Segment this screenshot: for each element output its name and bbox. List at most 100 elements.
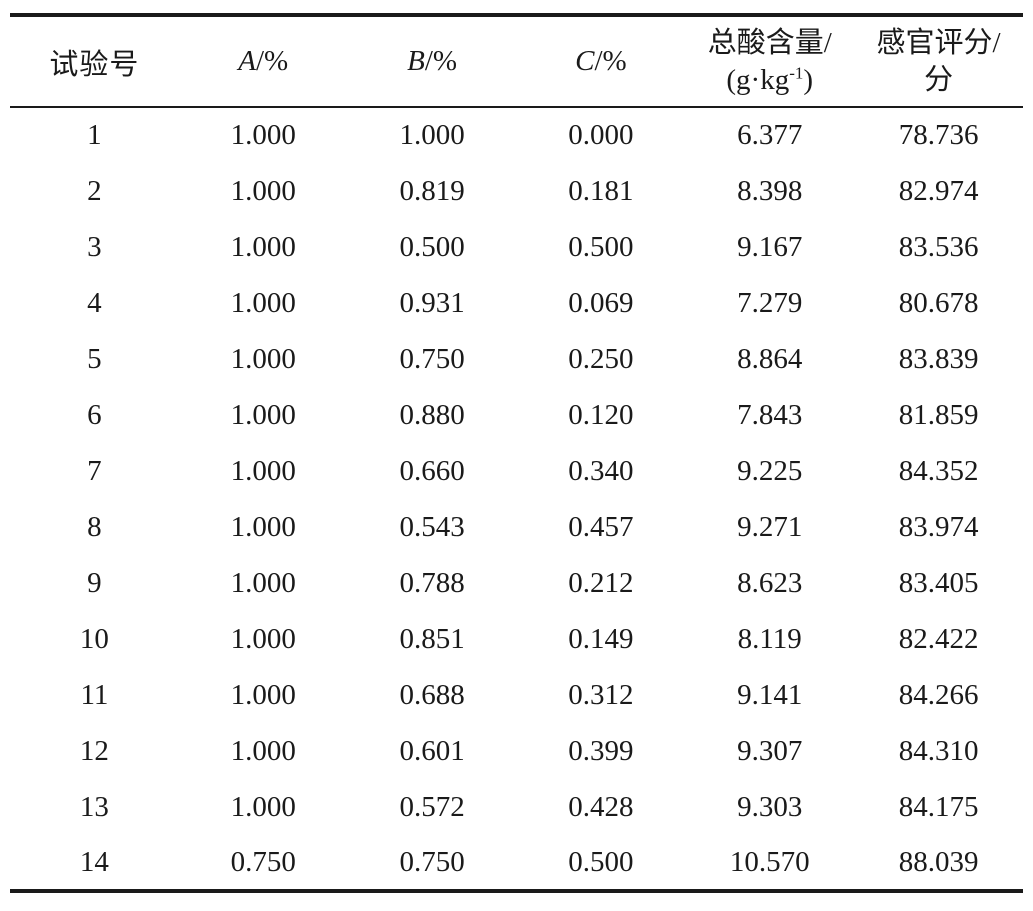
cell-trial: 3 xyxy=(87,230,102,263)
factor-c-unit: /% xyxy=(594,45,627,77)
col-header-trial-number: 试验号 xyxy=(49,48,140,81)
cell-c: 0.000 xyxy=(568,119,634,151)
cell-b: 0.500 xyxy=(399,230,465,263)
cell-b: 0.750 xyxy=(399,342,465,375)
cell-score: 82.974 xyxy=(898,174,979,207)
cell-trial: 7 xyxy=(87,454,102,487)
table-row: 1 1.000 1.000 0.000 6.377 78.736 xyxy=(10,107,1023,163)
total-acid-unit: (g·kg-1) xyxy=(685,62,854,98)
cell-acid: 10.570 xyxy=(729,845,810,878)
cell-trial: 14 xyxy=(79,845,109,878)
cell-score: 83.405 xyxy=(898,566,979,599)
cell-c: 0.340 xyxy=(568,454,634,487)
cell-trial: 4 xyxy=(87,286,102,319)
cell-acid: 9.167 xyxy=(737,230,803,263)
cell-acid: 7.843 xyxy=(737,398,803,431)
cell-trial: 8 xyxy=(87,510,102,543)
table-row: 11 1.000 0.688 0.312 9.141 84.266 xyxy=(10,667,1023,723)
cell-acid: 6.377 xyxy=(737,119,803,151)
cell-trial: 2 xyxy=(87,174,102,207)
cell-b: 1.000 xyxy=(399,119,465,151)
table-row: 5 1.000 0.750 0.250 8.864 83.839 xyxy=(10,331,1023,387)
table-row: 14 0.750 0.750 0.500 10.570 88.039 xyxy=(10,835,1023,891)
cell-trial: 10 xyxy=(79,622,109,655)
col-header-sensory-score: 感官评分/ 分 xyxy=(854,15,1023,107)
cell-trial: 11 xyxy=(80,678,109,711)
factor-b-symbol: B xyxy=(407,45,425,77)
sensory-score-unit: 分 xyxy=(924,63,954,96)
table-body: 1 1.000 1.000 0.000 6.377 78.736 2 1.000… xyxy=(10,107,1023,891)
col-header-total-acid: 总酸含量/ (g·kg-1) xyxy=(685,15,854,107)
cell-b: 0.660 xyxy=(399,454,465,487)
cell-trial: 12 xyxy=(79,734,109,767)
cell-a: 1.000 xyxy=(230,622,296,655)
table-header: 试验号 A/% B/% C/% 总酸含量/ (g·kg-1) 感官评分/ 分 xyxy=(10,15,1023,107)
cell-acid: 8.864 xyxy=(737,342,803,375)
cell-score: 84.310 xyxy=(898,734,979,767)
cell-c: 0.120 xyxy=(568,398,634,431)
factor-a-unit: /% xyxy=(255,45,289,77)
cell-trial: 13 xyxy=(79,790,109,823)
table-row: 7 1.000 0.660 0.340 9.225 84.352 xyxy=(10,443,1023,499)
cell-trial: 9 xyxy=(87,566,102,599)
cell-acid: 9.303 xyxy=(737,790,803,823)
cell-c: 0.250 xyxy=(568,342,634,375)
cell-b: 0.688 xyxy=(399,678,465,711)
cell-c: 0.500 xyxy=(568,845,634,878)
cell-c: 0.399 xyxy=(568,734,634,767)
cell-a: 1.000 xyxy=(230,286,296,319)
cell-c: 0.149 xyxy=(568,622,634,655)
cell-acid: 9.141 xyxy=(737,678,803,711)
table-row: 4 1.000 0.931 0.069 7.279 80.678 xyxy=(10,275,1023,331)
factor-b-unit: /% xyxy=(424,45,458,77)
cell-a: 1.000 xyxy=(230,510,296,543)
cell-c: 0.428 xyxy=(568,790,634,823)
cell-a: 1.000 xyxy=(230,790,296,823)
sensory-score-label: 感官评分/ xyxy=(876,27,1001,60)
cell-b: 0.788 xyxy=(399,566,465,599)
cell-a: 1.000 xyxy=(230,342,296,375)
cell-a: 1.000 xyxy=(230,119,296,151)
cell-b: 0.931 xyxy=(399,286,465,319)
cell-trial: 1 xyxy=(87,119,102,151)
cell-score: 84.266 xyxy=(898,678,979,711)
cell-a: 0.750 xyxy=(230,845,296,878)
cell-acid: 9.307 xyxy=(737,734,803,767)
cell-score: 83.536 xyxy=(898,230,979,263)
cell-b: 0.601 xyxy=(399,734,465,767)
table-row: 6 1.000 0.880 0.120 7.843 81.859 xyxy=(10,387,1023,443)
cell-score: 84.175 xyxy=(898,790,979,823)
cell-trial: 5 xyxy=(87,342,102,375)
cell-score: 88.039 xyxy=(898,845,979,878)
cell-score: 82.422 xyxy=(898,622,979,655)
cell-score: 78.736 xyxy=(898,119,979,151)
cell-a: 1.000 xyxy=(230,174,296,207)
results-table: 试验号 A/% B/% C/% 总酸含量/ (g·kg-1) 感官评分/ 分 1… xyxy=(10,13,1023,893)
col-header-a-percent: A/% xyxy=(179,15,348,107)
cell-acid: 8.398 xyxy=(737,174,803,207)
table-row: 10 1.000 0.851 0.149 8.119 82.422 xyxy=(10,611,1023,667)
cell-acid: 8.623 xyxy=(737,566,803,599)
cell-score: 80.678 xyxy=(898,286,979,319)
cell-acid: 9.271 xyxy=(737,510,803,543)
factor-a-symbol: A xyxy=(238,45,256,77)
cell-c: 0.212 xyxy=(568,566,634,599)
cell-a: 1.000 xyxy=(230,566,296,599)
table-row: 9 1.000 0.788 0.212 8.623 83.405 xyxy=(10,555,1023,611)
cell-score: 84.352 xyxy=(898,454,979,487)
cell-b: 0.572 xyxy=(399,790,465,823)
cell-acid: 8.119 xyxy=(737,622,802,655)
header-row: 试验号 A/% B/% C/% 总酸含量/ (g·kg-1) 感官评分/ 分 xyxy=(10,15,1023,107)
cell-c: 0.181 xyxy=(568,174,634,207)
table-row: 12 1.000 0.601 0.399 9.307 84.310 xyxy=(10,723,1023,779)
cell-b: 0.543 xyxy=(399,510,465,543)
total-acid-label: 总酸含量/ xyxy=(707,27,832,60)
cell-a: 1.000 xyxy=(230,678,296,711)
cell-b: 0.819 xyxy=(399,174,465,207)
cell-c: 0.457 xyxy=(568,510,634,543)
unit-close: ) xyxy=(803,63,814,96)
table-row: 8 1.000 0.543 0.457 9.271 83.974 xyxy=(10,499,1023,555)
cell-score: 81.859 xyxy=(898,398,979,431)
cell-b: 0.750 xyxy=(399,845,465,878)
